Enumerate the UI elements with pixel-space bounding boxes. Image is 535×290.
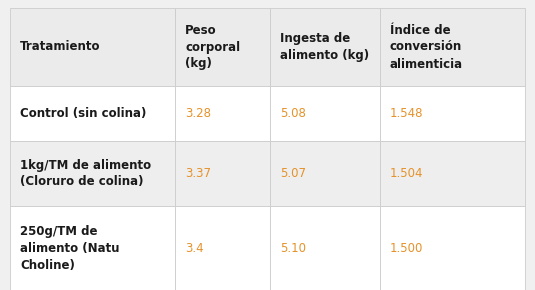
Text: Índice de
conversión
alimenticia: Índice de conversión alimenticia <box>390 23 463 70</box>
Bar <box>380 86 525 141</box>
Text: 250g/TM de
alimento (Natu
Choline): 250g/TM de alimento (Natu Choline) <box>20 225 119 272</box>
Text: Peso
corporal
(kg): Peso corporal (kg) <box>185 23 240 70</box>
Text: 5.08: 5.08 <box>280 107 306 120</box>
Bar <box>380 141 525 206</box>
Bar <box>270 8 380 86</box>
Text: 5.10: 5.10 <box>280 242 306 255</box>
Text: Control (sin colina): Control (sin colina) <box>20 107 147 120</box>
Text: 3.4: 3.4 <box>185 242 204 255</box>
Text: 3.28: 3.28 <box>185 107 211 120</box>
Text: 1kg/TM de alimento
(Cloruro de colina): 1kg/TM de alimento (Cloruro de colina) <box>20 159 151 189</box>
Bar <box>270 86 380 141</box>
Text: Tratamiento: Tratamiento <box>20 41 101 53</box>
Bar <box>270 206 380 290</box>
Bar <box>10 8 175 86</box>
Bar <box>10 86 175 141</box>
Bar <box>175 141 270 206</box>
Bar <box>380 206 525 290</box>
Text: 3.37: 3.37 <box>185 167 211 180</box>
Bar <box>10 206 175 290</box>
Bar <box>270 141 380 206</box>
Bar <box>10 141 175 206</box>
Text: Ingesta de
alimento (kg): Ingesta de alimento (kg) <box>280 32 369 62</box>
Text: 1.504: 1.504 <box>390 167 424 180</box>
Bar <box>380 8 525 86</box>
Bar <box>175 8 270 86</box>
Bar <box>175 86 270 141</box>
Text: 1.548: 1.548 <box>390 107 424 120</box>
Text: 1.500: 1.500 <box>390 242 423 255</box>
Text: 5.07: 5.07 <box>280 167 306 180</box>
Bar <box>175 206 270 290</box>
